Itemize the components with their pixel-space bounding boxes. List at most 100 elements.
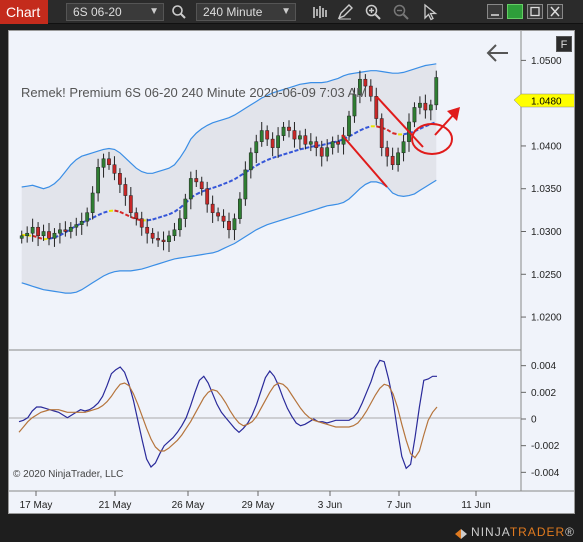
candlestick xyxy=(199,176,204,196)
interval-selector[interactable]: 240 Minute ▼ xyxy=(196,3,296,21)
moving-average-segment xyxy=(255,161,263,167)
candlestick xyxy=(390,147,395,170)
moving-average-segment xyxy=(294,148,301,153)
candle-body xyxy=(303,135,308,145)
candle-body xyxy=(325,147,330,157)
candlestick xyxy=(19,230,24,244)
annotation-circle xyxy=(411,123,453,155)
candle-body xyxy=(183,198,188,219)
candlestick xyxy=(96,158,100,202)
candle-body xyxy=(178,218,182,231)
candle-body xyxy=(347,115,351,136)
bollinger-upper-line xyxy=(21,63,437,190)
candlestick xyxy=(412,102,417,128)
brand-accent: TRADER xyxy=(509,525,566,539)
candle-body xyxy=(379,118,384,148)
candle-body xyxy=(41,231,46,237)
candlestick xyxy=(363,74,368,97)
oscillator-tick-label: 0.004 xyxy=(531,361,556,372)
candlestick xyxy=(216,207,220,222)
zoom-out-icon[interactable] xyxy=(392,3,410,21)
candlestick xyxy=(254,134,259,164)
oscillator xyxy=(9,359,521,470)
moving-average-segment xyxy=(124,213,132,218)
candle-body xyxy=(139,218,144,228)
instrument-selector[interactable]: 6S 06-20 ▼ xyxy=(66,3,164,21)
search-icon[interactable] xyxy=(170,3,188,21)
moving-average-segment xyxy=(163,213,170,218)
candlestick xyxy=(63,221,68,237)
annotation-arrow-head xyxy=(447,107,460,121)
candlestick xyxy=(85,207,90,227)
brand-name: NINJA xyxy=(471,525,510,539)
moving-average-segment xyxy=(201,188,208,193)
link-window-button[interactable] xyxy=(507,4,523,19)
candle-body xyxy=(243,169,248,200)
current-price-label: 1.0480 xyxy=(531,97,562,108)
candlestick xyxy=(183,193,188,228)
chart-svg[interactable]: 1.05001.04501.04001.03501.03001.02501.02… xyxy=(9,31,575,514)
moving-average-segment xyxy=(305,145,312,150)
close-window-button[interactable] xyxy=(547,4,563,19)
price-tick-label: 1.0250 xyxy=(531,270,562,281)
ninjatrader-logo: NINJATRADER® xyxy=(455,525,575,539)
candlestick xyxy=(47,222,51,246)
maximize-window-button[interactable] xyxy=(527,4,543,19)
bar-style-icon[interactable] xyxy=(311,3,329,21)
candlestick xyxy=(292,121,297,148)
candle-body xyxy=(205,188,210,205)
moving-average-segment xyxy=(365,125,372,129)
candlestick xyxy=(232,213,237,241)
candlestick xyxy=(347,110,351,141)
chart-properties-button[interactable]: F xyxy=(556,36,572,52)
candle-body xyxy=(145,226,150,234)
candlestick xyxy=(396,147,400,172)
candlestick xyxy=(123,177,128,206)
candlestick xyxy=(205,181,210,213)
moving-average-segment xyxy=(310,144,317,148)
candlestick xyxy=(298,130,302,150)
candlestick xyxy=(52,228,57,247)
candlestick xyxy=(188,171,193,210)
candlestick xyxy=(287,120,291,138)
candlestick xyxy=(238,192,242,224)
candle-body xyxy=(363,78,368,87)
candlestick xyxy=(265,125,270,146)
candlestick xyxy=(385,140,390,167)
candlestick xyxy=(79,212,84,235)
moving-average-segment xyxy=(337,138,344,143)
chart-tab[interactable]: Chart xyxy=(0,0,48,24)
candlestick xyxy=(314,136,319,157)
candlestick xyxy=(139,211,144,236)
candle-body xyxy=(428,104,433,111)
candle-body xyxy=(281,126,286,136)
candlestick xyxy=(210,195,215,223)
moving-average-segment xyxy=(168,210,175,216)
candlestick xyxy=(281,121,286,141)
oscillator-tick-label: 0.002 xyxy=(531,388,556,399)
zoom-in-icon[interactable] xyxy=(364,3,382,21)
brand-suffix: ® xyxy=(565,525,575,539)
candle-body xyxy=(412,107,417,123)
candle-body xyxy=(96,167,100,194)
candlestick xyxy=(58,222,62,244)
candle-body xyxy=(85,212,90,222)
chart-canvas[interactable]: 1.05001.04501.04001.03501.03001.02501.02… xyxy=(8,30,575,514)
moving-average-segment xyxy=(195,190,203,196)
annotation-arrow-shaft xyxy=(434,112,456,136)
chart-toolbar: Chart 6S 06-20 ▼ 240 Minute ▼ xyxy=(0,0,583,24)
moving-average-segment xyxy=(212,185,219,189)
drawing-tool-icon[interactable] xyxy=(336,3,354,21)
minimize-window-button[interactable] xyxy=(487,4,503,19)
candle-body xyxy=(112,164,117,174)
time-tick-label: 26 May xyxy=(172,500,205,511)
candlestick xyxy=(418,96,422,115)
candle-body xyxy=(199,181,204,189)
candle-body xyxy=(25,232,30,237)
back-arrow-icon[interactable] xyxy=(486,44,508,62)
pointer-icon[interactable] xyxy=(420,3,438,21)
candle-body xyxy=(314,141,319,148)
candle-body xyxy=(74,224,79,228)
candle-body xyxy=(47,231,51,239)
candle-body xyxy=(423,102,428,111)
